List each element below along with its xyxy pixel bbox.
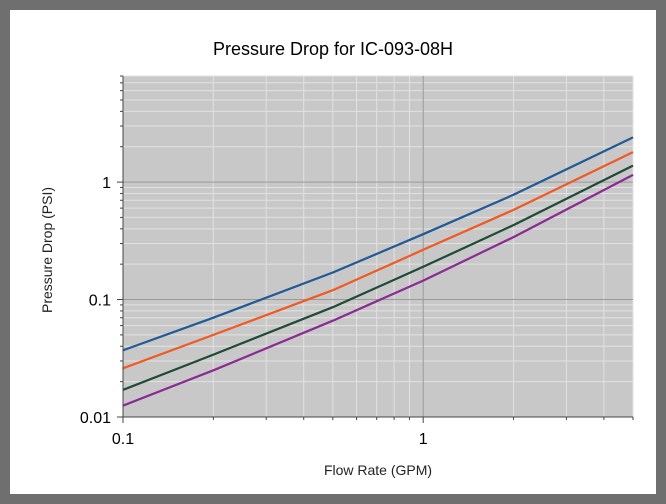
axis-ticks (117, 75, 634, 423)
y-tick-label: 0.1 (89, 293, 111, 310)
series-line-1 (122, 136, 634, 352)
y-tick-label: 1 (102, 175, 111, 192)
y-tick-label: 0.01 (80, 410, 111, 427)
series-line-4 (122, 173, 634, 407)
series-lines (122, 136, 634, 407)
minor-gridlines (123, 75, 634, 417)
x-tick-label: 1 (419, 431, 428, 448)
chart-title: Pressure Drop for IC-093-08H (213, 39, 453, 59)
series-line-2 (122, 151, 634, 370)
plot-area (123, 76, 633, 417)
series-line-3 (122, 164, 634, 391)
x-axis-label: Flow Rate (GPM) (324, 462, 432, 478)
x-tick-label: 0.1 (112, 431, 134, 448)
y-axis-label: Pressure Drop (PSI) (39, 187, 55, 313)
tick-labels: 0.1 10.010.11 (80, 175, 428, 448)
